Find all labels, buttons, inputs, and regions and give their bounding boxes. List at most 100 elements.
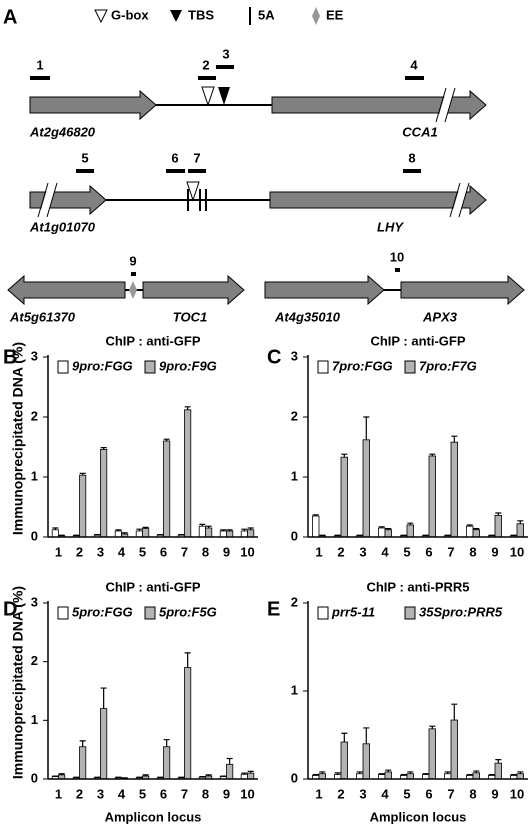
error-bar (334, 772, 341, 775)
error-bar (115, 776, 122, 778)
amplicon-label: 9 (129, 253, 136, 268)
error-bar (341, 453, 348, 458)
error-bar (157, 776, 164, 778)
x-tick-label: 9 (491, 786, 498, 801)
error-bar (495, 759, 502, 764)
gene-label: At5g61370 (9, 309, 76, 324)
amplicon-bar (198, 76, 216, 80)
panel-label: A (3, 6, 17, 28)
amplicon-label: 3 (222, 46, 229, 61)
bar (450, 719, 458, 780)
bar (114, 530, 122, 538)
legend-label: 5pro:FGG (72, 604, 133, 619)
amplicon-bar (30, 76, 50, 80)
error-bar (451, 435, 458, 443)
chart-title: ChIP : anti-GFP (105, 579, 200, 594)
break-mark (449, 182, 461, 218)
x-tick-label: 8 (469, 786, 476, 801)
amplicon-bar (188, 169, 206, 173)
x-tick-label: 1 (55, 544, 62, 559)
legend-label: 9pro:F9G (159, 358, 217, 373)
error-bar (142, 774, 149, 777)
legend-label: 5A (258, 7, 275, 22)
y-tick-label: 0 (291, 770, 298, 785)
error-bar (334, 534, 341, 536)
bar (340, 456, 348, 538)
bar (472, 772, 480, 780)
bar (355, 773, 364, 780)
x-tick-label: 2 (337, 544, 344, 559)
x-tick-label: 2 (76, 544, 83, 559)
x-tick-label: 7 (181, 544, 188, 559)
x-tick-label: 6 (425, 786, 432, 801)
legend-swatch (404, 606, 416, 620)
gene-arrow (400, 274, 525, 306)
gene-label: LHY (377, 219, 404, 234)
tbs-symbol (170, 10, 182, 22)
error-bar (136, 776, 143, 778)
error-bar (312, 774, 319, 776)
x-tick-label: 8 (202, 786, 209, 801)
error-bar (52, 775, 59, 777)
bar (443, 773, 452, 780)
error-bar (247, 770, 254, 774)
x-tick-label: 3 (97, 544, 104, 559)
error-bar (199, 523, 206, 527)
error-bar (205, 525, 212, 528)
break-gap (437, 88, 455, 122)
chart-title: ChIP : anti-GFP (370, 333, 465, 348)
error-bar (517, 520, 524, 524)
x-tick-label: 4 (118, 544, 126, 559)
amplicon-label: 4 (410, 57, 418, 72)
legend-label: 35Spro:PRR5 (419, 604, 503, 619)
error-bar (121, 532, 128, 534)
gbox-site (186, 181, 200, 202)
amplicon-label: 7 (193, 150, 200, 165)
error-bar (94, 534, 101, 536)
amplicon-bar (403, 169, 421, 173)
x-tick-label: 10 (240, 544, 254, 559)
bar (51, 529, 59, 538)
y-tick-label: 3 (291, 348, 298, 363)
gene-arrow (7, 274, 126, 306)
gene-arrow (269, 184, 487, 216)
bar (340, 741, 348, 780)
ee-symbol (312, 7, 320, 25)
bar (318, 773, 326, 780)
x-tick-label: 3 (97, 786, 104, 801)
error-bar (510, 534, 517, 536)
bar (247, 772, 255, 780)
y-tick-label: 3 (31, 594, 38, 609)
bar (384, 529, 392, 538)
x-tick-label: 7 (447, 786, 454, 801)
bar (247, 529, 255, 538)
x-tick-label: 3 (359, 544, 366, 559)
error-bar (385, 769, 392, 772)
legend-swatch (404, 360, 416, 374)
bar (79, 746, 87, 780)
panel-label: E (267, 598, 280, 620)
error-bar (363, 416, 370, 440)
x-axis-label: Amplicon locus (370, 809, 467, 824)
bar (184, 409, 192, 538)
y-axis-label: Immunoprecipitated DNA (%) (9, 585, 26, 780)
error-bar (488, 534, 495, 536)
error-bar (378, 526, 385, 528)
break-gap (451, 183, 469, 217)
error-bar (356, 771, 363, 774)
error-bar (429, 453, 436, 456)
bar (100, 708, 108, 780)
x-axis-label: Amplicon locus (105, 809, 202, 824)
bar (516, 523, 524, 538)
amplicon-bar (405, 76, 424, 80)
panel-label: C (267, 346, 281, 368)
legend-label: prr5-11 (331, 604, 375, 619)
x-tick-label: 6 (160, 786, 167, 801)
legend-swatch (144, 360, 156, 374)
legend-swatch (144, 606, 156, 620)
error-bar (429, 725, 436, 729)
break-mark (46, 182, 58, 218)
amplicon-bar (166, 169, 185, 173)
x-tick-label: 5 (139, 786, 146, 801)
error-bar (407, 522, 414, 525)
